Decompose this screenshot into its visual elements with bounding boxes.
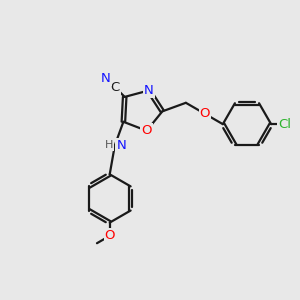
Text: O: O: [104, 230, 115, 242]
Text: H: H: [104, 140, 113, 150]
Text: N: N: [144, 84, 154, 97]
Text: O: O: [200, 107, 210, 120]
Text: O: O: [141, 124, 152, 137]
Text: Cl: Cl: [278, 118, 291, 130]
Text: N: N: [101, 72, 111, 85]
Text: N: N: [116, 139, 126, 152]
Text: C: C: [111, 81, 120, 94]
